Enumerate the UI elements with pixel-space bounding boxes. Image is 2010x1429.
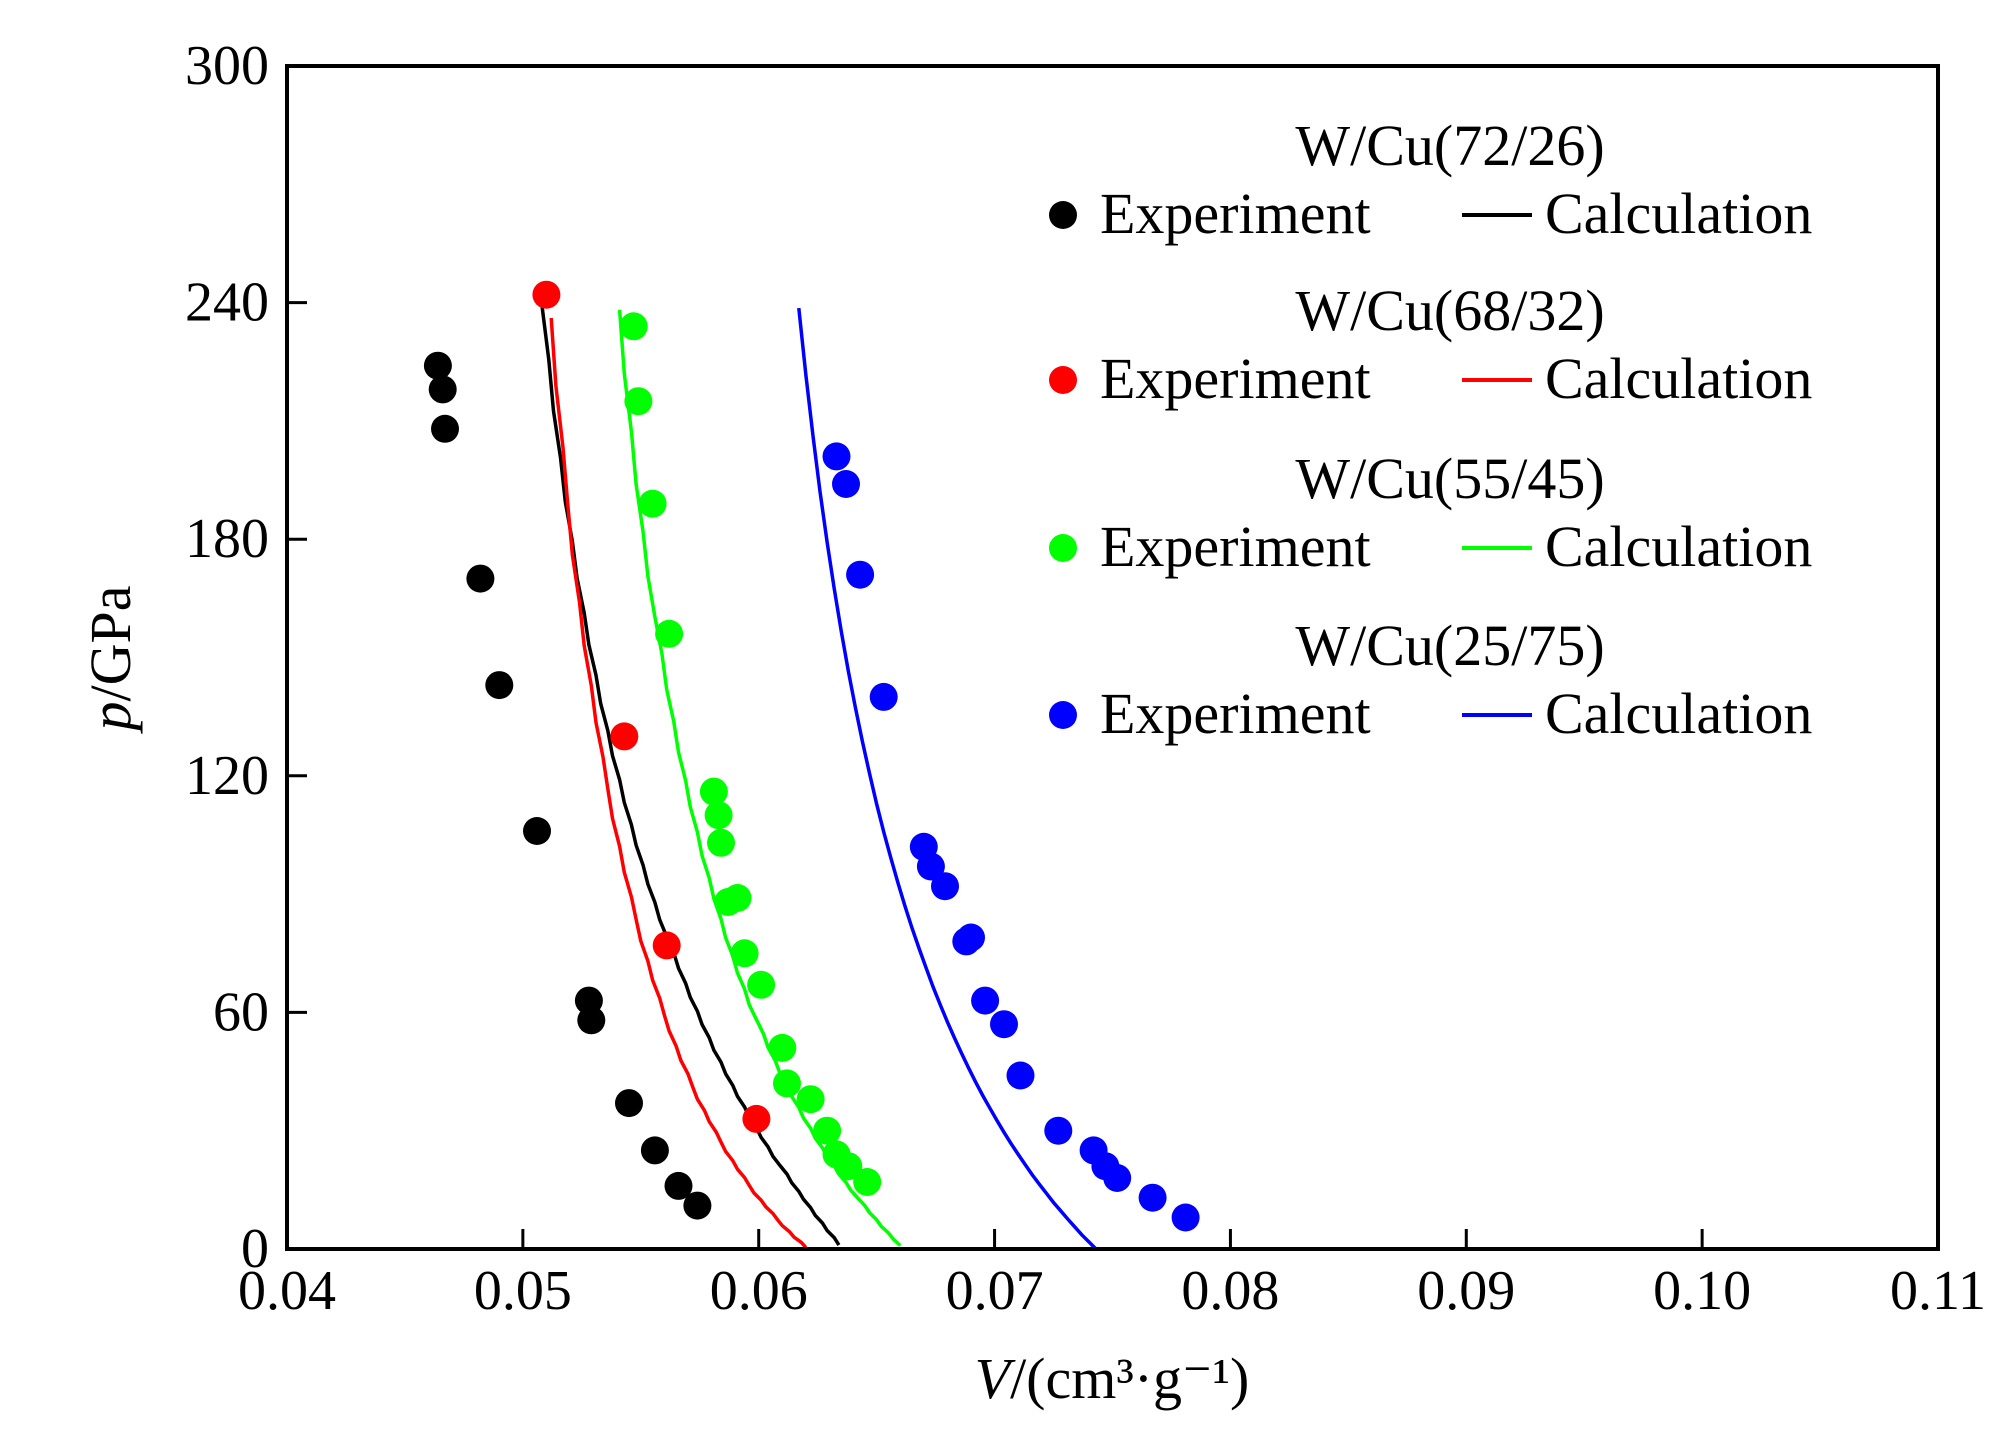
experiment-point: [796, 1085, 825, 1114]
y-tick-label: 240: [185, 272, 269, 334]
x-tick-label: 0.09: [1417, 1260, 1515, 1322]
y-axis-title: p/GPa: [78, 586, 143, 735]
experiment-point: [822, 442, 851, 471]
experiment-point: [624, 387, 653, 416]
experiment-point: [615, 1089, 643, 1118]
legend-title-series-2: W/Cu(68/32): [1295, 278, 1604, 343]
experiment-point: [1006, 1061, 1035, 1090]
legend-label-calculation: Calculation: [1545, 681, 1812, 746]
experiment-point: [466, 564, 495, 593]
experiment-point: [523, 817, 551, 845]
experiment-point: [1171, 1203, 1200, 1232]
experiment-point: [813, 1116, 842, 1145]
experiment-point: [846, 560, 875, 589]
experiment-point: [683, 1191, 712, 1220]
calculation-line-series-1: [539, 303, 841, 1247]
axes: 0.04 0.05 0.06 0.07 0.08 0.09 0.10 0.11 0 60 120 18…: [185, 35, 1986, 1322]
experiment-point: [742, 1104, 771, 1133]
legend-label-experiment: Experiment: [1100, 181, 1371, 246]
legend-title-series-3: W/Cu(55/45): [1295, 446, 1604, 511]
plot-frame: [285, 64, 1940, 1251]
experiment-point: [577, 1006, 606, 1035]
legend-marker-experiment: [1049, 366, 1077, 394]
x-tick-label: 0.05: [474, 1260, 572, 1322]
legend-label-experiment: Experiment: [1100, 681, 1371, 746]
legend-label-experiment: Experiment: [1100, 514, 1371, 579]
x-tick-label: 0.08: [1181, 1260, 1279, 1322]
legend-label-experiment: Experiment: [1100, 346, 1371, 411]
experiment-point: [832, 470, 860, 498]
y-axis-unit: /GPa: [78, 586, 143, 702]
y-tick-label: 60: [213, 981, 269, 1043]
experiment-point: [990, 1010, 1018, 1039]
experiment-point: [957, 923, 985, 952]
x-axis-unit: /(cm³·g⁻¹): [1010, 1346, 1249, 1411]
calculation-line-series-4: [797, 307, 1098, 1249]
experiment-point: [1044, 1116, 1073, 1145]
experiment-point: [834, 1152, 863, 1181]
calculation-line-series-2: [549, 317, 808, 1249]
experiment-point: [699, 777, 728, 806]
legend-marker-experiment: [1049, 201, 1077, 229]
experiment-point: [707, 828, 735, 857]
y-tick-label: 300: [185, 35, 269, 97]
experiment-point: [1103, 1164, 1132, 1192]
experiment-point: [610, 722, 639, 751]
experiment-point: [853, 1168, 882, 1196]
legend-label-calculation: Calculation: [1545, 346, 1812, 411]
y-tick-label: 120: [185, 745, 269, 807]
experiment-point: [664, 1171, 693, 1200]
experiment-point: [916, 852, 945, 881]
y-tick-label: 0: [241, 1218, 269, 1280]
experiment-point: [423, 351, 452, 380]
x-tick-label: 0.06: [710, 1260, 808, 1322]
experiment-point: [704, 801, 733, 830]
experiment-point: [619, 312, 648, 341]
legend-title-series-1: W/Cu(72/26): [1295, 113, 1604, 178]
experiment-point: [428, 375, 457, 404]
x-tick-label: 0.11: [1890, 1260, 1986, 1322]
y-tick-label: 180: [185, 508, 269, 570]
experiment-point: [652, 931, 681, 960]
x-axis-title: V/(cm³·g⁻¹): [975, 1346, 1250, 1411]
legend-title-series-4: W/Cu(25/75): [1295, 613, 1604, 678]
experiment-point: [655, 619, 684, 648]
y-axis-var: p: [78, 702, 143, 735]
legend-marker-experiment: [1049, 534, 1077, 562]
experiment-point: [485, 671, 514, 700]
experiment-point: [532, 280, 561, 309]
legend-marker-experiment: [1049, 701, 1077, 729]
experiment-point: [640, 1136, 669, 1165]
experiment-point: [768, 1033, 797, 1062]
legend: W/Cu(72/26)Experiment CalculationW/Cu(68/…: [1049, 113, 1812, 746]
plot-area: [423, 280, 1200, 1249]
experiment-point: [773, 1069, 801, 1098]
calculation-line-series-3: [617, 309, 902, 1247]
x-tick-label: 0.10: [1653, 1260, 1751, 1322]
experiment-point: [431, 414, 459, 443]
x-tick-label: 0.04: [238, 1260, 336, 1322]
legend-label-calculation: Calculation: [1545, 514, 1812, 579]
experiment-point: [747, 970, 776, 999]
experiment-point: [869, 682, 898, 711]
experiment-point: [723, 884, 752, 912]
experiment-point: [971, 986, 1000, 1015]
experiment-point: [730, 939, 759, 968]
experiment-point: [638, 489, 667, 518]
x-axis-var: V: [975, 1346, 1017, 1411]
experiment-point: [1138, 1183, 1167, 1212]
legend-label-calculation: Calculation: [1545, 181, 1812, 246]
x-tick-label: 0.07: [946, 1260, 1044, 1322]
experiment-point: [931, 872, 959, 901]
